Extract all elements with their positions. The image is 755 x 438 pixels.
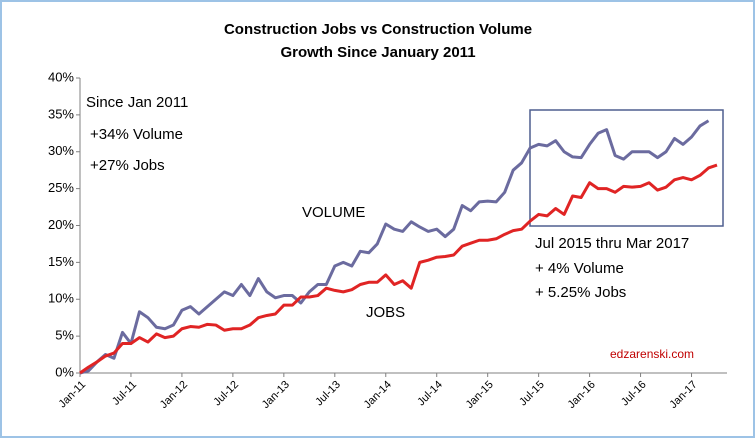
- series-label: VOLUME: [302, 204, 365, 221]
- highlight-box: [529, 109, 724, 227]
- y-tick-label: 35%: [48, 106, 74, 121]
- y-tick-label: 15%: [48, 254, 74, 269]
- annotation: +34% Volume: [90, 126, 183, 143]
- series-label: JOBS: [366, 304, 405, 321]
- annotation: + 4% Volume: [535, 260, 624, 277]
- annotation: +27% Jobs: [90, 157, 165, 174]
- series-line: [79, 119, 710, 375]
- series-line: [79, 163, 718, 375]
- annotation: + 5.25% Jobs: [535, 284, 626, 301]
- y-tick-label: 30%: [48, 143, 74, 158]
- chart-subtitle: Growth Since January 2011: [280, 44, 475, 61]
- annotation: Since Jan 2011: [86, 94, 188, 111]
- chart-title: Construction Jobs vs Construction Volume: [224, 21, 532, 38]
- y-tick-label: 40%: [48, 69, 74, 84]
- y-tick-label: 25%: [48, 180, 74, 195]
- y-tick-label: 5%: [55, 328, 74, 343]
- y-tick-label: 20%: [48, 217, 74, 232]
- y-tick-label: 10%: [48, 291, 74, 306]
- watermark: edzarenski.com: [610, 347, 694, 361]
- annotation: Jul 2015 thru Mar 2017: [535, 235, 689, 252]
- y-tick-label: 0%: [55, 364, 74, 379]
